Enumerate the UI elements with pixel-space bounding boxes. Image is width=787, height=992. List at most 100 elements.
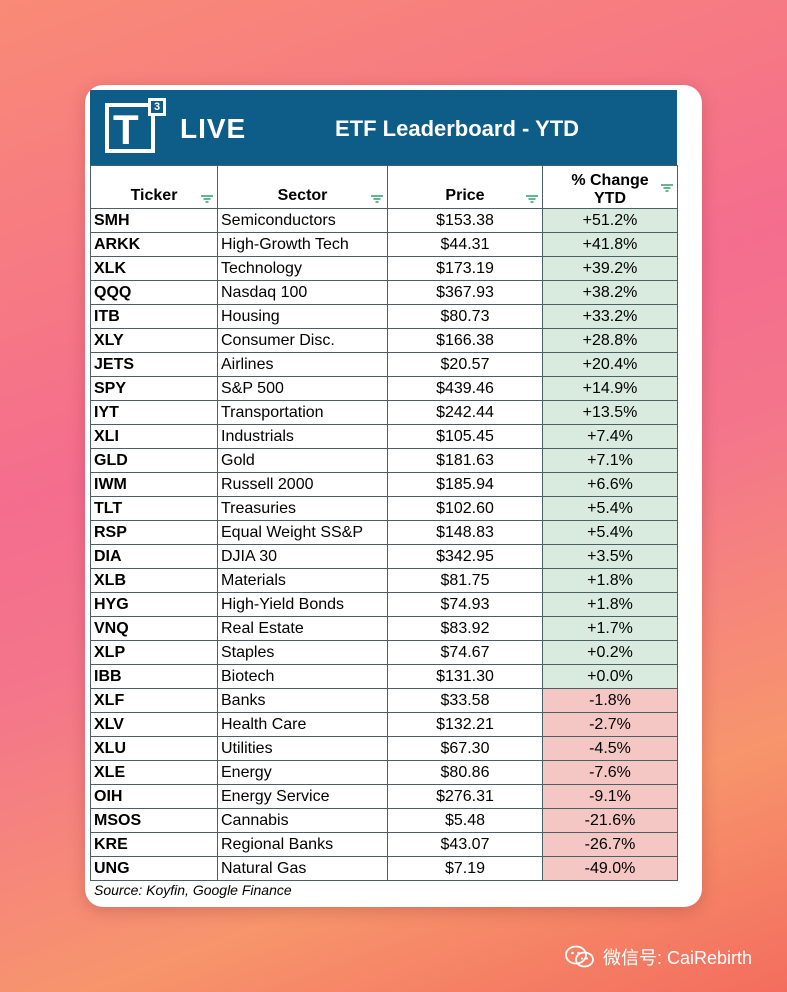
ticker-cell: XLI [90,424,218,449]
price-cell: $276.31 [387,784,543,809]
change-cell: +0.2% [542,640,678,665]
ticker-cell: IWM [90,472,218,497]
change-cell: +33.2% [542,304,678,329]
ticker-cell: KRE [90,832,218,857]
price-cell: $185.94 [387,472,543,497]
table-row: VNQ Real Estate $83.92 +1.7% [90,616,678,641]
sector-cell: Treasuries [217,496,388,521]
ticker-cell: MSOS [90,808,218,833]
change-cell: -21.6% [542,808,678,833]
table-row: XLP Staples $74.67 +0.2% [90,640,678,665]
change-cell: +7.1% [542,448,678,473]
ticker-cell: XLY [90,328,218,353]
change-cell: -7.6% [542,760,678,785]
table-row: IWM Russell 2000 $185.94 +6.6% [90,472,678,497]
table-header-row: Ticker Sector Price % Change YTD [90,165,678,209]
price-cell: $67.30 [387,736,543,761]
ticker-cell: SPY [90,376,218,401]
sector-cell: Utilities [217,736,388,761]
t3-logo: T [105,103,155,153]
table-row: SPY S&P 500 $439.46 +14.9% [90,376,678,401]
ticker-cell: IBB [90,664,218,689]
sector-cell: Cannabis [217,808,388,833]
change-cell: +41.8% [542,232,678,257]
price-cell: $181.63 [387,448,543,473]
table-row: XLK Technology $173.19 +39.2% [90,256,678,281]
ticker-cell: XLV [90,712,218,737]
sector-cell: Regional Banks [217,832,388,857]
sector-cell: Staples [217,640,388,665]
table-row: IBB Biotech $131.30 +0.0% [90,664,678,689]
sector-cell: Health Care [217,712,388,737]
table-row: ARKK High-Growth Tech $44.31 +41.8% [90,232,678,257]
filter-icon[interactable] [201,195,213,203]
sector-cell: Equal Weight SS&P [217,520,388,545]
price-cell: $102.60 [387,496,543,521]
change-cell: +5.4% [542,496,678,521]
ticker-cell: RSP [90,520,218,545]
change-cell: +51.2% [542,208,678,233]
change-cell: -1.8% [542,688,678,713]
etf-table: Ticker Sector Price % Change YTD SMH Semi… [90,165,678,881]
column-header-change[interactable]: % Change YTD [542,165,678,209]
price-cell: $148.83 [387,520,543,545]
ticker-cell: XLK [90,256,218,281]
ticker-cell: UNG [90,856,218,881]
change-cell: +7.4% [542,424,678,449]
ticker-cell: GLD [90,448,218,473]
sector-cell: Energy Service [217,784,388,809]
table-row: SMH Semiconductors $153.38 +51.2% [90,208,678,233]
ticker-cell: ARKK [90,232,218,257]
table-row: OIH Energy Service $276.31 -9.1% [90,784,678,809]
change-cell: +20.4% [542,352,678,377]
ticker-cell: HYG [90,592,218,617]
sector-cell: DJIA 30 [217,544,388,569]
page-title: ETF Leaderboard - YTD [335,116,580,141]
sector-cell: Nasdaq 100 [217,280,388,305]
price-cell: $5.48 [387,808,543,833]
table-row: JETS Airlines $20.57 +20.4% [90,352,678,377]
change-cell: +5.4% [542,520,678,545]
table-body: SMH Semiconductors $153.38 +51.2% ARKK High-G… [90,208,678,881]
column-header-price[interactable]: Price [387,165,543,209]
price-cell: $166.38 [387,328,543,353]
sector-cell: Russell 2000 [217,472,388,497]
price-cell: $105.45 [387,424,543,449]
filter-icon[interactable] [371,195,383,203]
change-cell: -49.0% [542,856,678,881]
ticker-cell: VNQ [90,616,218,641]
table-row: DIA DJIA 30 $342.95 +3.5% [90,544,678,569]
ticker-cell: OIH [90,784,218,809]
ticker-cell: ITB [90,304,218,329]
sector-cell: High-Yield Bonds [217,592,388,617]
price-cell: $80.73 [387,304,543,329]
filter-icon[interactable] [526,195,538,203]
price-cell: $342.95 [387,544,543,569]
change-cell: +13.5% [542,400,678,425]
column-header-ticker[interactable]: Ticker [90,165,218,209]
price-cell: $242.44 [387,400,543,425]
sector-cell: Housing [217,304,388,329]
sector-cell: Gold [217,448,388,473]
table-row: XLE Energy $80.86 -7.6% [90,760,678,785]
sector-cell: S&P 500 [217,376,388,401]
leaderboard-card: T 3 LIVE ETF Leaderboard - YTD Ticker Se… [85,85,702,907]
table-row: XLY Consumer Disc. $166.38 +28.8% [90,328,678,353]
logo-live-text: LIVE [180,113,247,144]
table-row: TLT Treasuries $102.60 +5.4% [90,496,678,521]
ticker-cell: XLE [90,760,218,785]
change-cell: +38.2% [542,280,678,305]
sector-cell: Semiconductors [217,208,388,233]
price-cell: $43.07 [387,832,543,857]
table-row: GLD Gold $181.63 +7.1% [90,448,678,473]
price-cell: $80.86 [387,760,543,785]
change-cell: -4.5% [542,736,678,761]
column-header-sector[interactable]: Sector [217,165,388,209]
filter-icon[interactable] [661,184,673,192]
header-banner: T 3 LIVE ETF Leaderboard - YTD [90,90,677,165]
sector-cell: Airlines [217,352,388,377]
table-row: UNG Natural Gas $7.19 -49.0% [90,856,678,881]
price-cell: $44.31 [387,232,543,257]
sector-cell: Real Estate [217,616,388,641]
change-cell: +1.8% [542,592,678,617]
